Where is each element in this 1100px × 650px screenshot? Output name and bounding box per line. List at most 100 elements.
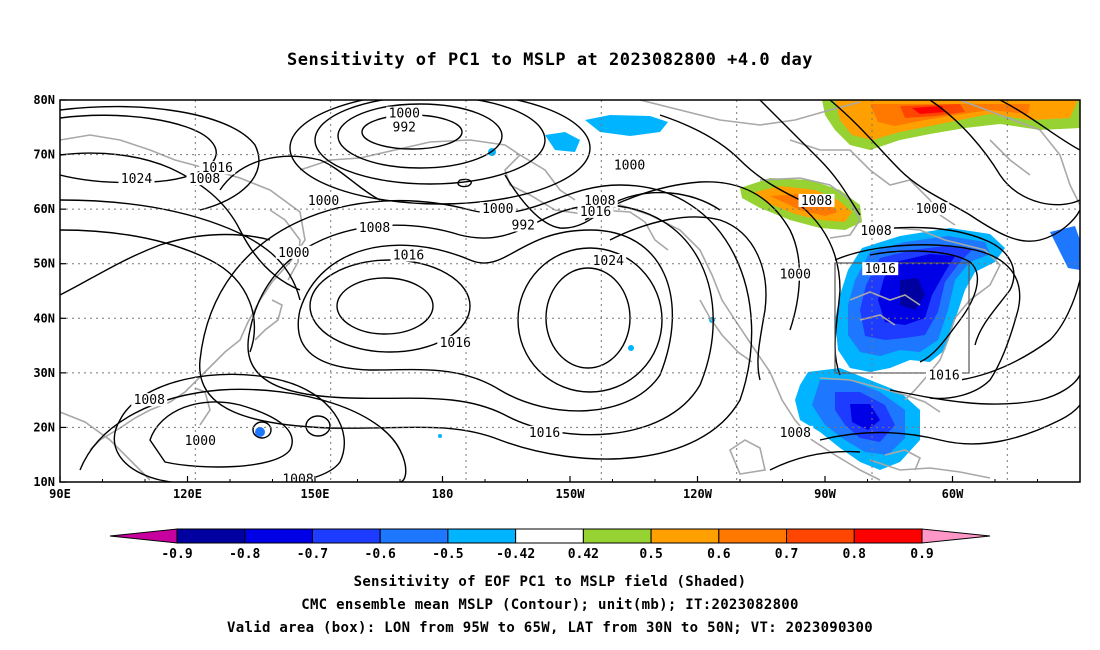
contour-label: 1024 [593, 254, 624, 269]
contour-label: 1000 [482, 202, 513, 217]
colorbar-swatch [650, 528, 720, 544]
contour-label: 1000 [389, 107, 420, 122]
colorbar-label: 0.7 [775, 547, 798, 562]
contour-label-bg [577, 204, 614, 218]
contour-label: 1000 [780, 268, 811, 283]
contour-label-bg [390, 248, 427, 262]
colorbar-label: -0.42 [496, 547, 535, 562]
contour-label: 1016 [440, 336, 471, 351]
contour-label: 1008 [860, 224, 891, 239]
lon-tick-label: 60W [942, 487, 964, 501]
contour-label: 1016 [529, 426, 560, 441]
lon-tick-label: 150W [556, 487, 586, 501]
colorbar-swatch [853, 528, 923, 544]
contour-label: 1000 [278, 246, 309, 261]
page-title: Sensitivity of PC1 to MSLP at 2023082800… [286, 50, 813, 70]
colorbar-swatch [311, 528, 381, 544]
caption-shaded: Sensitivity of EOF PC1 to MSLP field (Sh… [353, 574, 747, 590]
contour-label-bg [305, 193, 342, 207]
contour-label: 1016 [393, 249, 424, 264]
lat-tick-label: 70N [33, 148, 55, 162]
lon-tick-label: 90W [814, 487, 836, 501]
lon-tick-label: 180 [432, 487, 454, 501]
contour-label: 1008 [801, 194, 832, 209]
lat-tick-label: 10N [33, 475, 55, 489]
contour-label-bg [386, 106, 423, 120]
contour-label-bg [131, 393, 168, 407]
lat-tick-label: 20N [33, 420, 55, 434]
lon-tick-label: 90E [49, 487, 71, 501]
contour-label: 1008 [189, 172, 220, 187]
contour-label-bg [862, 262, 899, 276]
contour-label: 1016 [580, 205, 611, 220]
contour-label-bg [526, 425, 563, 439]
lon-axis: 90E 120E 150E 180 150W 120W 90W 60W [49, 476, 1081, 501]
colorbar-swatch [176, 528, 246, 544]
contour-label-bg [199, 161, 236, 175]
contour-label: 1008 [282, 472, 313, 487]
contour-label-bg [926, 368, 962, 382]
contour-label-bg [186, 172, 223, 186]
contour-label: 1000 [614, 158, 645, 173]
colorbar-label: 0.9 [910, 547, 933, 562]
contour-label-bg [509, 218, 538, 232]
lat-tick-label: 30N [33, 366, 55, 380]
contour-label-bg [798, 193, 835, 207]
colorbar-swatch [582, 528, 652, 544]
contour-label: 1000 [916, 202, 947, 217]
lat-axis: 80N 70N 60N 50N 40N 30N 20N 10N [33, 93, 66, 489]
contour-label: 1000 [185, 434, 216, 449]
contour-label-bg [280, 472, 316, 482]
contour-label: 1000 [308, 194, 339, 209]
contour-label-bg [611, 158, 648, 172]
contour-label-bg [356, 221, 393, 235]
colorbar: -0.9 -0.8 -0.7 -0.6 -0.5 -0.42 0.42 0.5 0.6 0.7 0.… [109, 528, 991, 562]
colorbar-label: -0.6 [365, 547, 396, 562]
colorbar-label: 0.8 [843, 547, 867, 562]
colorbar-label: -0.8 [229, 547, 260, 562]
contour-label-bg [479, 202, 516, 216]
lat-tick-label: 50N [33, 257, 55, 271]
coastlines [60, 100, 1080, 481]
colorbar-swatch [244, 528, 313, 544]
contour-label-bg [777, 267, 814, 281]
colorbar-label: -0.9 [161, 547, 192, 562]
caption-contour: CMC ensemble mean MSLP (Contour); unit(m… [301, 597, 799, 613]
colorbar-label: 0.5 [639, 547, 662, 562]
contour-label: 1008 [134, 393, 165, 408]
contour-label: 992 [512, 219, 535, 234]
lat-tick-label: 80N [33, 93, 55, 107]
contour-label-bg [777, 425, 814, 439]
colorbar-swatch [447, 528, 517, 544]
contour-label-bg [858, 223, 894, 237]
contour-label: 1008 [780, 426, 811, 441]
colorbar-label: 0.6 [707, 547, 731, 562]
contour-label: 1024 [121, 172, 152, 187]
lon-tick-label: 150E [301, 487, 330, 501]
contour-label-bg [390, 120, 419, 134]
lon-tick-label: 120W [683, 487, 713, 501]
contour-label-bg [437, 335, 474, 349]
colorbar-label: -0.5 [432, 547, 463, 562]
contour-label: 1016 [865, 262, 896, 277]
colorbar-swatch [786, 528, 855, 544]
colorbar-high-triangle [921, 528, 991, 544]
contour-label-bg [118, 172, 155, 186]
caption-valid-area: Valid area (box): LON from 95W to 65W, L… [227, 620, 873, 636]
contour-label: 1008 [359, 221, 390, 236]
contour-label-bg [182, 434, 219, 448]
contour-label-bg [590, 253, 627, 267]
colorbar-swatch [515, 528, 584, 544]
colorbar-low-triangle [109, 528, 178, 544]
colorbar-label: -0.7 [297, 547, 328, 562]
colorbar-label: 0.42 [568, 547, 599, 562]
lat-tick-label: 40N [33, 311, 55, 325]
contour-label: 1016 [928, 369, 959, 384]
mslp-contours [60, 100, 1080, 482]
lat-tick-label: 60N [33, 202, 55, 216]
contour-label-bg [913, 202, 950, 216]
contour-label-bg [581, 193, 618, 207]
contour-label: 992 [393, 120, 416, 135]
grid-lines [60, 100, 1080, 482]
